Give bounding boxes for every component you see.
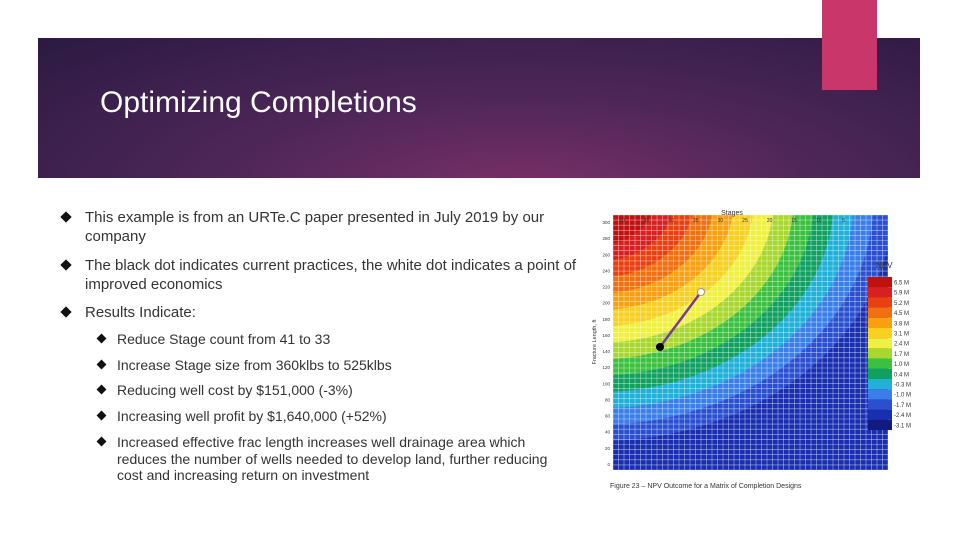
x-tick-label: 5	[842, 218, 845, 224]
legend-label: 0.4 M	[894, 372, 909, 378]
improved-dot	[697, 288, 705, 296]
legend-label: 1.0 M	[894, 362, 909, 368]
y-tick-label: 180	[602, 317, 610, 322]
x-tick-label: 25	[742, 218, 748, 224]
legend-label: 5.2 M	[894, 301, 909, 307]
slide-title: Optimizing Completions	[100, 86, 417, 119]
heatmap	[613, 215, 888, 470]
sub-bullet: Reduce Stage count from 41 to 33	[117, 331, 562, 348]
y-axis-title: Fracture Length, ft	[592, 319, 598, 364]
y-tick-label: 220	[602, 285, 610, 290]
legend-swatch	[868, 348, 892, 359]
x-tick-label: 50	[619, 218, 625, 224]
legend-label: 1.7 M	[894, 352, 909, 358]
path-line	[658, 291, 703, 348]
x-tick-label: 30	[718, 218, 724, 224]
x-tick-label: 15	[791, 218, 797, 224]
legend-swatch	[868, 317, 892, 328]
legend-label: -1.7 M	[894, 403, 911, 409]
legend-swatch	[868, 287, 892, 298]
x-tick-label: 20	[767, 218, 773, 224]
legend-swatch	[868, 358, 892, 369]
accent-block	[822, 0, 877, 90]
y-tick-label: 20	[605, 446, 611, 451]
x-tick-label: 45	[644, 218, 650, 224]
sub-bullet: Increase Stage size from 360klbs to 525k…	[117, 357, 562, 374]
legend-label: -3.1 M	[894, 423, 911, 429]
y-tick-label: 240	[602, 268, 610, 273]
y-tick-label: 80	[605, 397, 611, 402]
legend-swatch	[868, 307, 892, 318]
legend-swatch	[868, 338, 892, 349]
legend-label: 4.5 M	[894, 311, 909, 317]
y-tick-label: 200	[602, 301, 610, 306]
legend-swatch	[868, 379, 892, 390]
x-tick-label: 35	[693, 218, 699, 224]
legend-swatch	[868, 389, 892, 400]
bullet: Results Indicate:	[85, 303, 585, 322]
sub-bullet: Reducing well cost by $151,000 (-3%)	[117, 382, 562, 399]
y-tick-label: 40	[605, 430, 611, 435]
x-axis-title: Stages	[721, 210, 743, 217]
legend-swatch	[868, 297, 892, 308]
x-tick-label: 10	[816, 218, 822, 224]
bullet: The black dot indicates current practice…	[85, 256, 585, 294]
figure: Stages Fracture Length, ft NPV Figure 23…	[580, 195, 920, 505]
legend-label: 5.9 M	[894, 291, 909, 297]
y-tick-label: 60	[605, 414, 611, 419]
y-tick-label: 140	[602, 349, 610, 354]
legend-swatch	[868, 409, 892, 420]
y-tick-label: 0	[607, 462, 610, 467]
legend-label: 3.1 M	[894, 332, 909, 338]
sub-bullet: Increased effective frac length increase…	[117, 434, 562, 484]
legend-swatch	[868, 277, 892, 288]
legend-label: 6.5 M	[894, 281, 909, 287]
legend-title: NPV	[876, 261, 893, 270]
legend-swatch	[868, 368, 892, 379]
y-tick-label: 100	[602, 381, 610, 386]
y-tick-label: 160	[602, 333, 610, 338]
legend-swatch	[868, 328, 892, 339]
caption: Figure 23 – NPV Outcome for a Matrix of …	[610, 483, 802, 490]
band	[613, 215, 651, 244]
x-tick-label: 40	[668, 218, 674, 224]
y-tick-label: 300	[602, 220, 610, 225]
bullet: This example is from an URTe.C paper pre…	[85, 208, 585, 246]
y-tick-label: 120	[602, 365, 610, 370]
legend-label: -0.3 M	[894, 383, 911, 389]
legend-label: 3.8 M	[894, 321, 909, 327]
sub-bullet: Increasing well profit by $1,640,000 (+5…	[117, 408, 562, 425]
y-tick-label: 260	[602, 252, 610, 257]
title-banner	[38, 38, 920, 178]
legend-swatch	[868, 399, 892, 410]
legend-swatch	[868, 419, 892, 430]
legend-label: 2.4 M	[894, 342, 909, 348]
y-tick-label: 280	[602, 236, 610, 241]
legend-label: -1.0 M	[894, 393, 911, 399]
current-practice-dot	[656, 343, 664, 351]
legend-label: -2.4 M	[894, 413, 911, 419]
